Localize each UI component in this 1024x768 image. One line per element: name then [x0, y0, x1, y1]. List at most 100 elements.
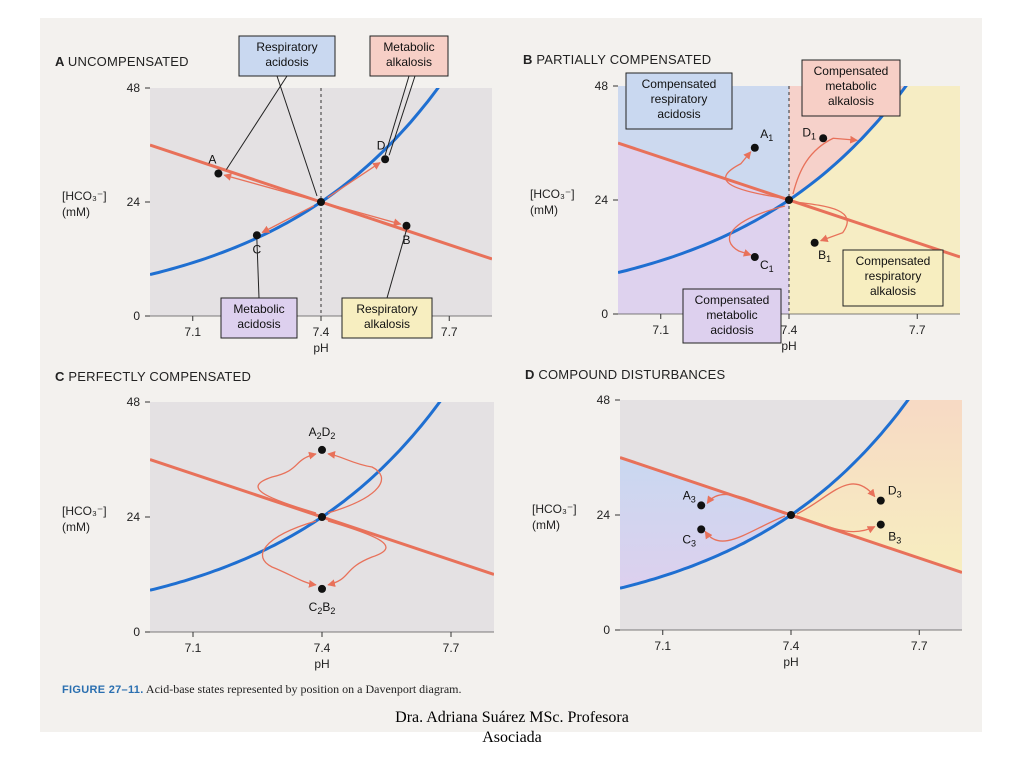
data-point-d3: [876, 496, 885, 505]
caption-text: Acid-base states represented by position…: [145, 682, 462, 696]
data-point-a: [214, 169, 223, 178]
data-point-c: [252, 231, 261, 240]
y-tick-label: 48: [595, 79, 609, 93]
arrow-to-c3: [704, 515, 786, 542]
point-label-a1: A1: [760, 127, 773, 143]
x-tick-label: 7.7: [911, 639, 928, 653]
y-tick-label: 0: [603, 623, 610, 637]
x-tick-label: 7.4: [314, 641, 331, 655]
y-tick-label: 24: [597, 508, 611, 522]
data-point-a1: [750, 143, 759, 152]
label-box-line: acidosis: [710, 323, 753, 337]
data-point-b1: [810, 238, 819, 247]
arrow-to-d1: [792, 135, 858, 195]
y-tick-label: 0: [133, 625, 140, 639]
point-label-d: D: [377, 138, 386, 152]
plot-area: [620, 400, 962, 630]
x-tick-label: 7.1: [185, 641, 202, 655]
x-tick-label: 7.7: [909, 323, 926, 337]
panel-b: B PARTIALLY COMPENSATED A1 D1 C1 B1 7.1 7.4 7.7…: [523, 52, 960, 353]
x-tick-label: 7.7: [443, 641, 460, 655]
data-point-a3: [697, 501, 706, 510]
data-point-c3: [697, 525, 706, 534]
arrow-down-left: [261, 520, 317, 588]
y-tick-label: 48: [127, 81, 141, 95]
x-axis-label: pH: [313, 341, 328, 355]
data-point-b: [402, 221, 411, 230]
x-axis-label: pH: [783, 655, 798, 669]
footer-credit: Dra. Adriana Suárez MSc. Profesora Asoci…: [0, 708, 1024, 748]
data-point-b3: [876, 520, 885, 529]
arrows: [704, 483, 876, 542]
label-box-line: Compensated: [642, 77, 717, 91]
axes: 7.1 7.4 7.7 0 24 48 pH [HCO₃⁻] (mM): [530, 79, 960, 353]
panel-title-text: A UNCOMPENSATED: [55, 54, 189, 69]
arrow-to-a: [223, 173, 314, 201]
label-box-line: Compensated: [814, 64, 889, 78]
point-label-a2: A2D2: [309, 425, 336, 441]
arrows: [257, 451, 387, 588]
data-point-center: [318, 513, 326, 521]
data-point-a2: [318, 445, 326, 454]
axes: 7.1 7.4 7.7 0 24 48 pH [HCO₃⁻] (mM): [62, 395, 494, 671]
y-tick-label: 48: [127, 395, 141, 409]
arrow-to-c1: [728, 205, 786, 257]
label-box-line: acidosis: [657, 107, 700, 121]
leader-line: [276, 75, 318, 197]
point-label-a3: A3: [683, 488, 696, 504]
panel-title: C PERFECTLY COMPENSATED: [55, 369, 251, 384]
panel-title-text: B PARTIALLY COMPENSATED: [523, 52, 711, 67]
label-box-line: Compensated: [856, 254, 931, 268]
y-axis-label: [HCO₃⁻]: [62, 504, 107, 518]
label-box: [341, 297, 433, 339]
label-box: [682, 288, 782, 344]
davenport-figure: A UNCOMPENSATEDADCB7.17.47.702448pH[HCO₃…: [55, 35, 962, 671]
arrow-to-d3: [796, 483, 876, 515]
label-box: [220, 297, 298, 339]
x-axis-label: pH: [314, 657, 329, 671]
label-box-line: metabolic: [706, 308, 757, 322]
y-axis-label: [HCO₃⁻]: [62, 189, 107, 203]
label-box: [238, 35, 336, 77]
label-box-line: Respiratory: [256, 40, 317, 54]
data-point-c1: [750, 253, 759, 261]
arrow-to-a1: [725, 151, 784, 199]
y-tick-label: 48: [597, 393, 611, 407]
arrow-to-b3: [796, 515, 876, 534]
label-box-line: alkalosis: [870, 284, 916, 298]
arrow-to-d: [327, 162, 381, 199]
y-axis-label: [HCO₃⁻]: [530, 187, 575, 201]
panel-title-text: C PERFECTLY COMPENSATED: [55, 369, 251, 384]
data-point-center: [317, 198, 325, 206]
panel-title: A UNCOMPENSATED: [55, 54, 189, 69]
leader-line: [384, 75, 410, 156]
label-box-line: acidosis: [237, 317, 280, 331]
x-axis-label: pH: [781, 339, 796, 353]
figure-caption: FIGURE 27–11. Acid-base states represent…: [62, 682, 461, 697]
plot-area: [150, 402, 494, 632]
y-tick-label: 24: [127, 510, 141, 524]
data-point-center: [785, 196, 793, 204]
point-label-b3: B3: [888, 530, 901, 546]
arrow-to-b1: [794, 201, 848, 243]
label-box-line: respiratory: [865, 269, 922, 283]
y-tick-label: 0: [133, 309, 140, 323]
point-label-c3: C3: [682, 532, 696, 548]
data-point-d: [381, 155, 390, 164]
point-label-a: A: [208, 153, 216, 167]
label-box: [842, 249, 944, 307]
arrow-to-c: [261, 205, 315, 234]
label-box-line: metabolic: [825, 79, 876, 93]
y-tick-label: 24: [127, 195, 141, 209]
arrows: [725, 135, 858, 257]
panel-c: C PERFECTLY COMPENSATED A2D2 C2B2 7.1 7.4 7.7…: [55, 369, 494, 671]
y-axis-unit: (mM): [532, 518, 560, 532]
arrow-up-right: [327, 451, 383, 514]
leader-line: [388, 75, 416, 156]
label-box-line: Metabolic: [383, 40, 434, 54]
label-box-line: respiratory: [651, 92, 708, 106]
label-box-line: Metabolic: [233, 302, 284, 316]
data-point-center: [787, 511, 795, 519]
point-label-c1: C1: [760, 258, 774, 274]
point-label-d3: D3: [888, 484, 902, 500]
